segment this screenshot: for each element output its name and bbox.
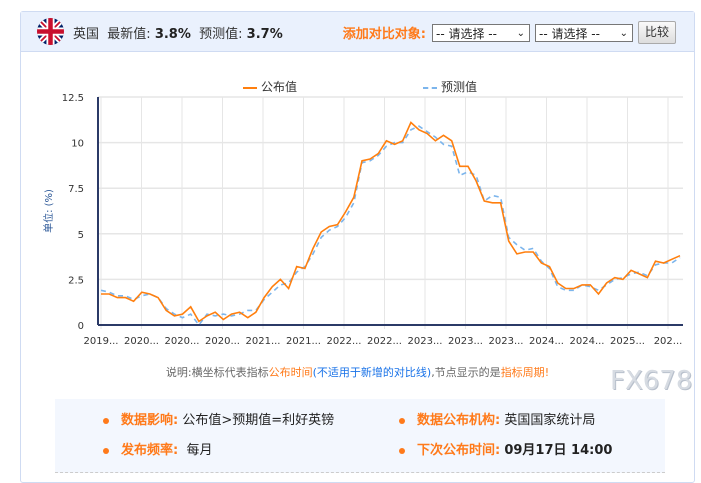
impact-value: 公布值>预期值=利好英镑: [182, 413, 335, 428]
impact-label: 数据影响:: [121, 413, 179, 428]
y-tick-label: 2.5: [68, 275, 84, 286]
forecast-label: 预测值:: [199, 27, 243, 42]
chart-note: 说明:横坐标代表指标公布时间(不适用于新增的对比线),节点显示的是指标周期!: [21, 364, 694, 380]
latest-label: 最新值:: [107, 27, 151, 42]
x-tick-label: 2023...: [408, 336, 443, 347]
info-panel: 数据影响: 公布值>预期值=利好英镑 数据公布机构: 英国国家统计局 发布频率:…: [55, 399, 665, 473]
legend-forecast[interactable]: 预测值: [423, 78, 477, 95]
note-highlight-1: 公布时间: [268, 366, 313, 379]
legend-actual[interactable]: 公布值: [243, 78, 297, 95]
note-paren: (不适用于新增的对比线): [312, 366, 432, 379]
x-tick-label: 2020...: [205, 336, 240, 347]
x-tick-label: 202...: [654, 336, 683, 347]
line-chart: 0 2.5 5 7.5 10 12.5 2019... 2020... 2020... 2020.…: [42, 93, 683, 347]
forecast-series-line: [100, 125, 681, 327]
x-tick-label: 2019...: [84, 336, 119, 347]
x-tick-label: 2024...: [570, 336, 605, 347]
actual-line-swatch: [243, 86, 257, 89]
next-release-label: 下次公布时间:: [417, 443, 501, 458]
x-tick-label: 2021...: [246, 336, 281, 347]
country-name: 英国: [73, 27, 100, 42]
bullet-icon: [103, 447, 109, 454]
compare-select-1[interactable]: -- 请选择 -- ⌄: [432, 24, 530, 42]
chevron-down-icon: ⌄: [619, 28, 628, 39]
x-tick-label: 2020...: [165, 336, 200, 347]
agency-value: 英国国家统计局: [504, 413, 596, 428]
uk-flag-icon: [37, 18, 64, 45]
freq-value: 每月: [186, 443, 213, 458]
y-tick-label: 5: [78, 230, 84, 241]
y-tick-label: 7.5: [68, 184, 84, 195]
x-tick-label: 2023...: [489, 336, 524, 347]
note-prefix: 说明:横坐标代表指标: [165, 366, 269, 379]
freq-label: 发布频率:: [121, 443, 179, 458]
note-highlight-2: 指标周期: [500, 366, 545, 379]
compare-select-2[interactable]: -- 请选择 -- ⌄: [535, 24, 633, 42]
compare-button[interactable]: 比较: [638, 21, 676, 44]
x-tick-label: 2022...: [327, 336, 362, 347]
latest-value: 3.8%: [154, 27, 191, 42]
y-axis-label: 单位: (%): [42, 189, 55, 233]
bullet-icon: [103, 417, 109, 424]
x-tick-label: 2025...: [610, 336, 645, 347]
note-middle: ,节点显示的是: [431, 366, 501, 379]
x-tick-label: 2020...: [124, 336, 159, 347]
bullet-icon: [399, 417, 405, 424]
forecast-line-swatch: [423, 86, 437, 89]
y-tick-label: 12.5: [62, 93, 84, 104]
indicator-card: 英国 最新值: 3.8% 预测值: 3.7% 添加对比对象: -- 请选择 --…: [20, 11, 695, 483]
legend-forecast-label: 预测值: [441, 80, 478, 94]
agency-label: 数据公布机构:: [417, 413, 501, 428]
x-tick-label: 2021...: [286, 336, 321, 347]
x-tick-label: 2023...: [448, 336, 483, 347]
legend-actual-label: 公布值: [261, 80, 298, 94]
y-tick-label: 0: [78, 321, 84, 332]
next-release-value: 09月17日 14:00: [504, 443, 613, 458]
chevron-down-icon: ⌄: [516, 28, 525, 39]
card-header: 英国 最新值: 3.8% 预测值: 3.7% 添加对比对象: -- 请选择 --…: [21, 12, 694, 52]
x-tick-label: 2024...: [529, 336, 564, 347]
select-2-value: -- 请选择 --: [539, 27, 600, 41]
y-tick-label: 10: [71, 139, 84, 150]
note-suffix: !: [544, 366, 550, 379]
fx678-watermark: FX678: [610, 366, 693, 396]
actual-series-line: [101, 121, 681, 323]
select-1-value: -- 请选择 --: [436, 27, 497, 41]
forecast-value: 3.7%: [246, 27, 283, 42]
add-compare-label: 添加对比对象:: [342, 27, 426, 42]
bullet-icon: [399, 447, 405, 454]
x-tick-label: 2022...: [367, 336, 402, 347]
